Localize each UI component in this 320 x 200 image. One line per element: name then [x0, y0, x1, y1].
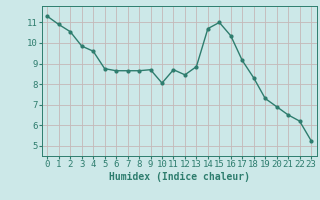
X-axis label: Humidex (Indice chaleur): Humidex (Indice chaleur)	[109, 172, 250, 182]
